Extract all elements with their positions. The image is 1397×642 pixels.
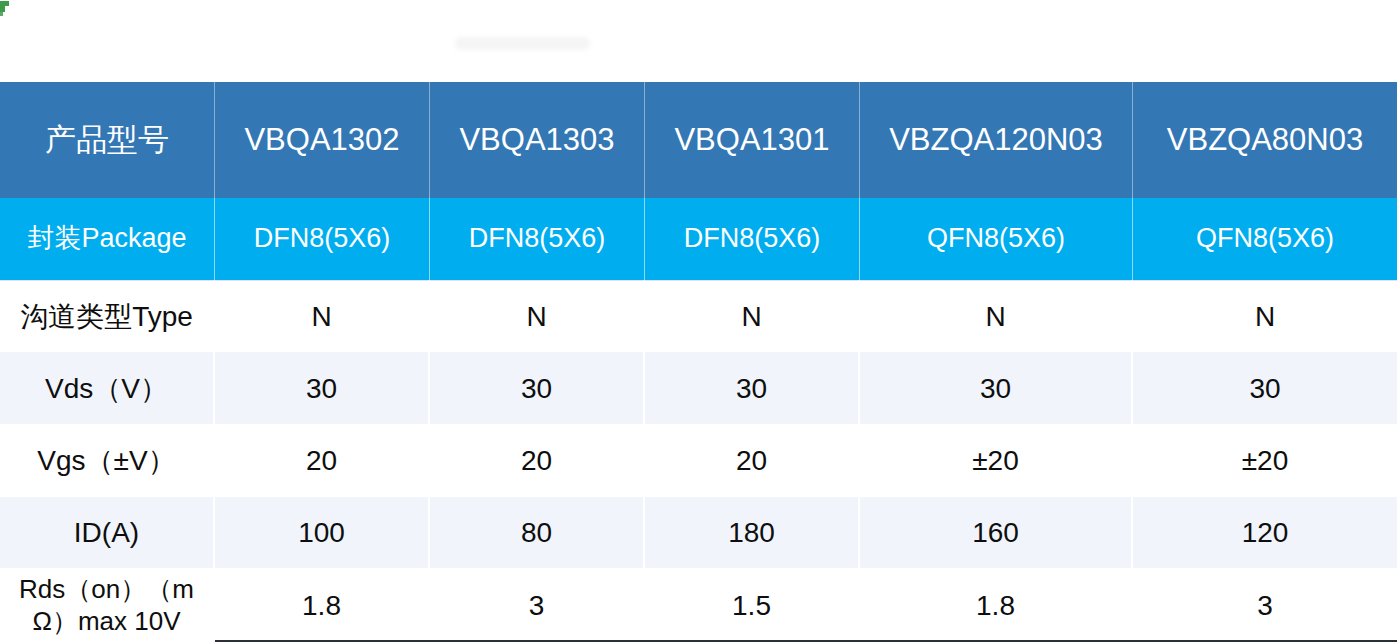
cell-vgs: 20 [645,424,860,497]
cell-package: DFN8(5X6) [645,198,860,280]
cell-id: 120 [1133,497,1397,568]
cell-vgs: ±20 [860,424,1133,497]
row-label-id: ID(A) [0,497,215,568]
row-package: 封装Package DFN8(5X6) DFN8(5X6) DFN8(5X6) … [0,198,1397,280]
row-channel-type: 沟道类型Type N N N N N [0,280,1397,352]
cell-channel-type: N [215,280,430,352]
cell-vgs: ±20 [1133,424,1397,497]
cell-package: QFN8(5X6) [1133,198,1397,280]
cell-rds-on: 1.8 [860,568,1133,642]
cell-package: DFN8(5X6) [430,198,645,280]
row-label-package: 封装Package [0,198,215,280]
row-label-channel-type: 沟道类型Type [0,280,215,352]
row-label-vgs: Vgs（±V） [0,424,215,497]
cell-vgs: 20 [215,424,430,497]
cell-package: DFN8(5X6) [215,198,430,280]
corner-artifact [0,1,9,16]
row-vds: Vds（V） 30 30 30 30 30 [0,352,1397,424]
cell-rds-on: 3 [430,568,645,642]
cell-package: QFN8(5X6) [860,198,1133,280]
cell-vds: 30 [1133,352,1397,424]
cell-vds: 30 [860,352,1133,424]
table-header-row: 产品型号 VBQA1302 VBQA1303 VBQA1301 VBZQA120… [0,82,1397,198]
row-label-rds-on: Rds（on）（mΩ）max 10V [0,568,215,642]
row-id: ID(A) 100 80 180 160 120 [0,497,1397,568]
cell-rds-on: 3 [1133,568,1397,642]
faint-watermark [455,37,590,50]
cell-channel-type: N [430,280,645,352]
column-header-vbqa1301: VBQA1301 [645,82,860,198]
cell-channel-type: N [860,280,1133,352]
cell-vds: 30 [645,352,860,424]
column-header-vbqa1302: VBQA1302 [215,82,430,198]
column-header-vbzqa120n03: VBZQA120N03 [860,82,1133,198]
cell-vds: 30 [430,352,645,424]
row-rds-on: Rds（on）（mΩ）max 10V 1.8 3 1.5 1.8 3 [0,568,1397,642]
column-header-vbqa1303: VBQA1303 [430,82,645,198]
column-header-vbzqa80n03: VBZQA80N03 [1133,82,1397,198]
cell-id: 80 [430,497,645,568]
cell-id: 160 [860,497,1133,568]
row-vgs: Vgs（±V） 20 20 20 ±20 ±20 [0,424,1397,497]
row-label-vds: Vds（V） [0,352,215,424]
cell-channel-type: N [1133,280,1397,352]
cell-rds-on: 1.8 [215,568,430,642]
column-header-product-model: 产品型号 [0,82,215,198]
cell-id: 100 [215,497,430,568]
product-spec-table: 产品型号 VBQA1302 VBQA1303 VBQA1301 VBZQA120… [0,82,1397,642]
corner-artifact-step [0,12,3,16]
cell-channel-type: N [645,280,860,352]
cell-vgs: 20 [430,424,645,497]
cell-id: 180 [645,497,860,568]
cell-rds-on: 1.5 [645,568,860,642]
cell-vds: 30 [215,352,430,424]
